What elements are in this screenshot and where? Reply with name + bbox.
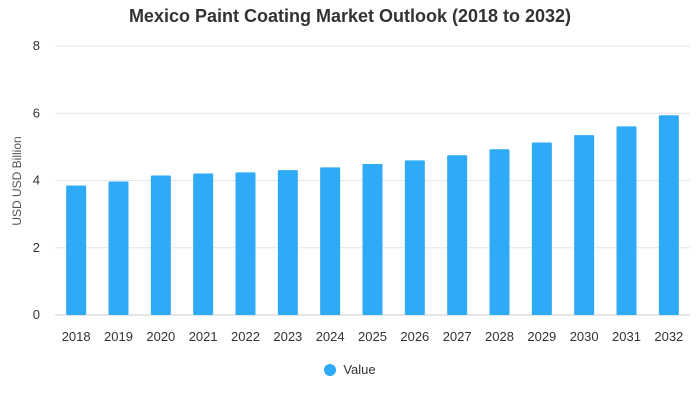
bar-2020[interactable] — [150, 175, 171, 315]
y-tick-label: 0 — [33, 307, 40, 322]
bar-2018[interactable] — [66, 185, 87, 315]
bar-2021[interactable] — [193, 173, 214, 315]
x-tick-label: 2031 — [612, 329, 641, 344]
x-tick-label: 2030 — [570, 329, 599, 344]
x-tick-label: 2032 — [654, 329, 683, 344]
bar-2032[interactable] — [658, 115, 679, 315]
bar-2030[interactable] — [574, 135, 595, 315]
bar-2026[interactable] — [404, 160, 425, 315]
x-tick-label: 2019 — [104, 329, 133, 344]
bar-2028[interactable] — [489, 149, 510, 315]
x-tick-label: 2029 — [527, 329, 556, 344]
x-tick-label: 2021 — [189, 329, 218, 344]
bar-2025[interactable] — [362, 164, 383, 315]
legend-swatch[interactable] — [324, 363, 337, 376]
bar-series — [66, 115, 679, 316]
y-tick-label: 2 — [33, 240, 40, 255]
y-axis-title: USD USD Billion — [10, 136, 24, 225]
x-tick-label: 2024 — [316, 329, 345, 344]
bar-2022[interactable] — [235, 172, 256, 315]
bar-2024[interactable] — [320, 167, 341, 315]
bar-2027[interactable] — [447, 155, 468, 315]
x-axis-ticks: 2018 2019 2020 2021 2022 2023 2024 2025 2026 2027… — [62, 329, 684, 344]
legend: Value — [0, 362, 700, 377]
bar-2029[interactable] — [531, 142, 552, 315]
x-tick-label: 2022 — [231, 329, 260, 344]
x-tick-label: 2023 — [273, 329, 302, 344]
x-tick-label: 2018 — [62, 329, 91, 344]
y-tick-label: 8 — [33, 38, 40, 53]
y-tick-label: 4 — [33, 173, 40, 188]
x-tick-label: 2026 — [400, 329, 429, 344]
x-tick-label: 2028 — [485, 329, 514, 344]
x-tick-label: 2027 — [443, 329, 472, 344]
bar-2031[interactable] — [616, 126, 637, 316]
bar-2019[interactable] — [108, 181, 129, 315]
y-axis-ticks: 0 2 4 6 8 — [33, 38, 40, 322]
x-tick-label: 2020 — [146, 329, 175, 344]
x-tick-label: 2025 — [358, 329, 387, 344]
bar-2023[interactable] — [277, 170, 298, 315]
legend-label[interactable]: Value — [343, 362, 376, 377]
chart-title: Mexico Paint Coating Market Outlook (201… — [128, 6, 572, 26]
y-tick-label: 6 — [33, 105, 40, 120]
